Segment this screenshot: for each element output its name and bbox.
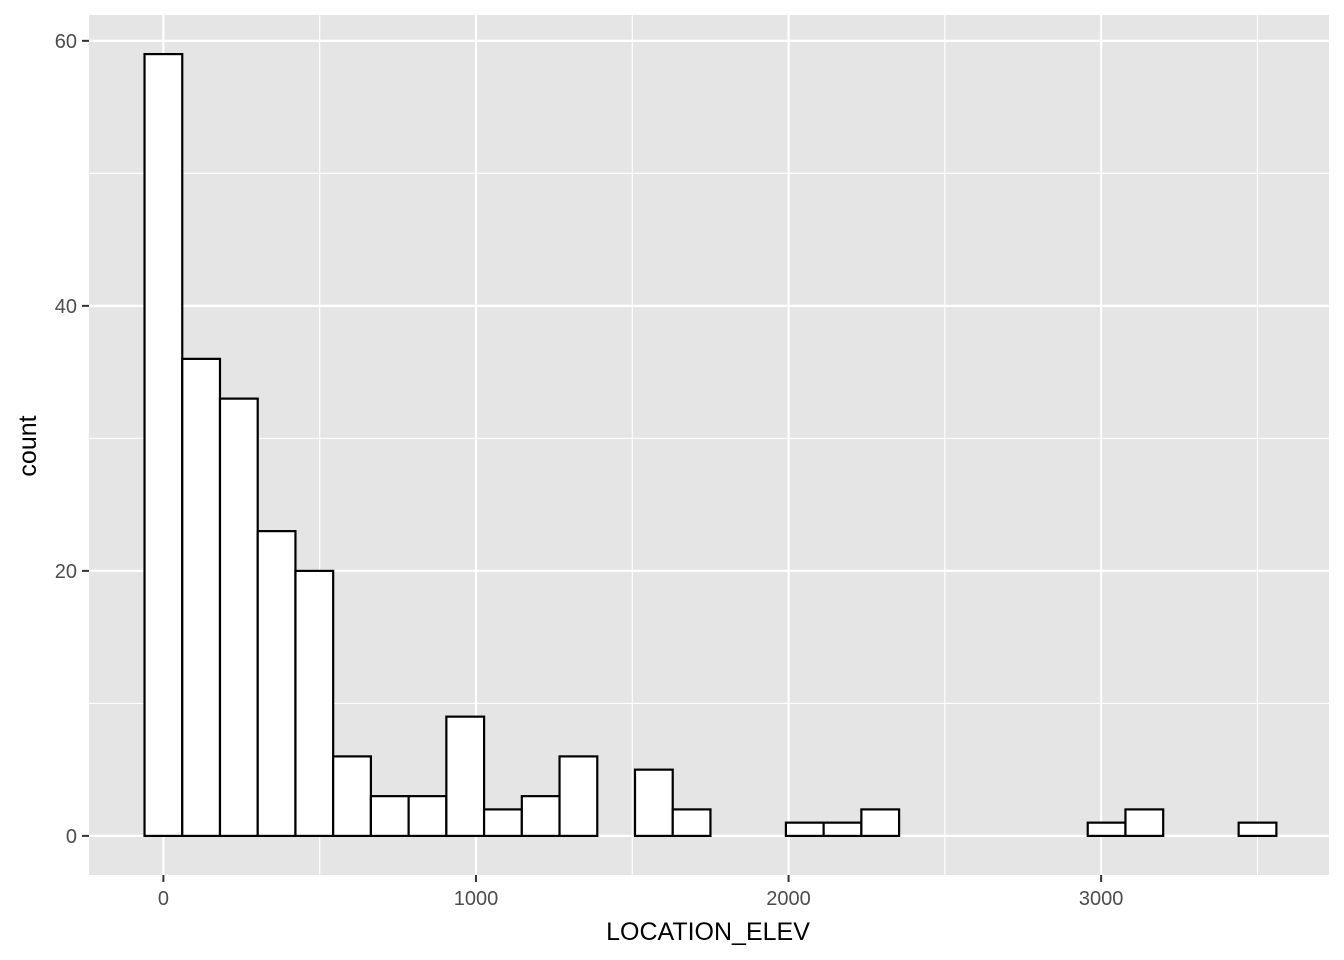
histogram-bar: [860, 808, 901, 838]
histogram-bar: [369, 795, 410, 838]
histogram-bar: [1124, 808, 1165, 838]
x-tick-label: 0: [158, 888, 169, 910]
y-tick-label: 60: [55, 31, 77, 53]
x-tick-label: 3000: [1079, 888, 1124, 910]
x-axis-title: LOCATION_ELEV: [606, 918, 810, 946]
histogram-bar: [671, 808, 712, 838]
histogram-bar: [143, 52, 184, 838]
histogram-bar: [822, 821, 863, 838]
y-tick-label: 40: [55, 296, 77, 318]
histogram-bar: [332, 755, 372, 838]
histogram-bar: [407, 795, 448, 838]
histogram-bar: [294, 569, 335, 838]
histogram-bar: [256, 530, 297, 838]
histogram-bar: [218, 397, 259, 838]
histogram-bar: [520, 795, 561, 838]
y-tick-label: 0: [66, 826, 77, 848]
histogram-bar: [558, 755, 599, 838]
x-axis: 0 1000 2000 3000: [158, 875, 1124, 910]
histogram-bars: [143, 52, 1278, 838]
histogram-bar: [181, 357, 222, 838]
x-tick-label: 2000: [766, 888, 811, 910]
histogram-bar: [633, 768, 674, 838]
histogram-bar: [1237, 821, 1278, 838]
histogram-bar: [445, 715, 486, 838]
minor-gridlines: [89, 15, 1329, 875]
histogram-bar: [784, 821, 825, 838]
y-axis: 0 20 40 60: [55, 31, 89, 848]
y-tick-label: 20: [55, 561, 77, 583]
x-tick-label: 1000: [454, 888, 499, 910]
histogram-bar: [1086, 821, 1127, 838]
y-axis-title: count: [14, 415, 42, 476]
histogram-bar: [482, 808, 523, 838]
